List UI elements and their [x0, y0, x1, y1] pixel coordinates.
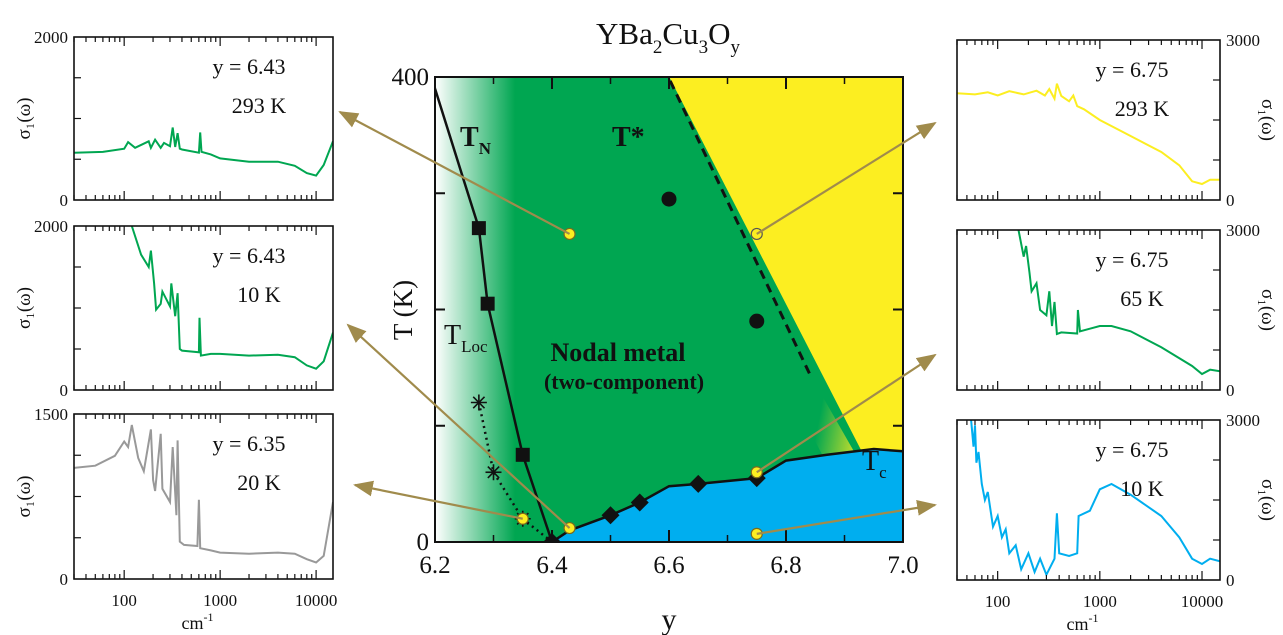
inset-frame: [73, 225, 334, 391]
inset-l2: 0 2000 σ₁(ω) y = 6.43 10 K: [14, 217, 334, 400]
tc-label: Tc: [862, 446, 887, 482]
phase-x-tick-label: 6.2: [419, 552, 450, 579]
inset-temperature-label: 65 K: [1120, 286, 1164, 311]
inset-x-tick-label: 1000: [203, 591, 237, 610]
inset-frame: [956, 419, 1221, 581]
inset-y-tick-label: 0: [1226, 191, 1235, 210]
inset-temperature-label: 293 K: [232, 93, 287, 118]
inset-y-axis-label: σ₁(ω): [14, 475, 35, 517]
tloc-label: TLoc: [444, 320, 488, 356]
tc-marker: [601, 506, 620, 525]
tloc-line: [477, 402, 553, 542]
inset-y-tick-label: 0: [60, 191, 69, 210]
inset-r1: 0 3000 σ₁(ω) y = 6.75 293 K: [956, 31, 1278, 210]
tc-marker: [689, 474, 708, 493]
tstar-marker: [749, 313, 765, 329]
inset-temperature-label: 10 K: [237, 282, 281, 307]
phase-x-axis-label: y: [662, 603, 677, 635]
spectrum-line: [130, 226, 333, 370]
spectrum-line: [1017, 230, 1220, 376]
connector-arrows: [338, 111, 937, 535]
inset-r3: 0 3000 σ₁(ω) y = 6.75 10 K 100 1000 10000 cm-1: [956, 411, 1278, 634]
inset-frame: [956, 39, 1221, 201]
inset-x-axis-label: cm-1: [182, 610, 214, 633]
inset-temperature-label: 293 K: [1115, 96, 1170, 121]
inset-doping-label: y = 6.43: [213, 243, 286, 268]
phase-diagram: 6.2 6.4 6.6 6.8 7.0 0 400 TN T* TLoc Tc Nodal …: [388, 64, 919, 635]
connector-arrow: [338, 111, 571, 235]
inset-y-axis-label: σ₁(ω): [1257, 99, 1278, 141]
connector-arrow: [346, 323, 571, 529]
connector-arrow: [756, 121, 937, 235]
inset-temperature-label: 20 K: [237, 470, 281, 495]
connector-arrow: [353, 480, 523, 520]
phase-x-tick-label: 7.0: [887, 552, 918, 579]
connector-arrow: [756, 353, 937, 474]
inset-x-tick-label: 100: [985, 592, 1011, 611]
inset-doping-label: y = 6.75: [1096, 57, 1169, 82]
tstar-label: T*: [612, 122, 645, 153]
inset-temperature-label: 10 K: [1120, 476, 1164, 501]
phase-y-tick-label: 400: [392, 64, 430, 91]
tstar-marker: [661, 191, 677, 207]
inset-y-axis-label: σ₁(ω): [14, 287, 35, 329]
tn-marker: [515, 447, 530, 462]
inset-y-tick-label: 2000: [34, 217, 68, 236]
inset-x-tick-label: 10000: [1181, 592, 1224, 611]
region-superconducting: [552, 449, 903, 542]
phase-y-axis-label: T (K): [388, 280, 418, 340]
inset-y-tick-label: 3000: [1226, 221, 1260, 240]
inset-x-tick-label: 100: [111, 591, 137, 610]
spectrum-line: [957, 83, 1220, 186]
inset-y-axis-label: σ₁(ω): [14, 97, 35, 139]
inset-y-tick-label: 3000: [1226, 31, 1260, 50]
tloc-marker: [485, 464, 502, 481]
inset-frame: [73, 36, 334, 201]
inset-y-tick-label: 1500: [34, 405, 68, 424]
inset-doping-label: y = 6.43: [213, 54, 286, 79]
inset-doping-label: y = 6.75: [1096, 247, 1169, 272]
inset-y-tick-label: 0: [60, 381, 69, 400]
inset-y-tick-label: 2000: [34, 28, 68, 47]
inset-doping-label: y = 6.35: [213, 431, 286, 456]
chart-title: YBa2Cu3Oy: [596, 16, 740, 58]
tn-marker: [471, 221, 486, 236]
inset-l1: 0 2000 σ₁(ω) y = 6.43 293 K: [14, 28, 334, 210]
inset-y-tick-label: 3000: [1226, 411, 1260, 430]
inset-y-tick-label: 0: [1226, 571, 1235, 590]
region-pseudogap: [669, 77, 903, 532]
nodal-metal-sublabel: (two-component): [544, 369, 704, 394]
spectrum-line: [970, 420, 1220, 578]
tn-label: TN: [460, 122, 492, 158]
inset-x-axis-label: cm-1: [1067, 611, 1099, 634]
tc-marker: [630, 493, 649, 512]
spectrum-line: [74, 127, 333, 177]
spectrum-line: [74, 424, 333, 564]
inset-y-tick-label: 0: [1226, 381, 1235, 400]
inset-frame: [956, 229, 1221, 391]
tloc-marker: [470, 394, 487, 411]
inset-doping-label: y = 6.75: [1096, 437, 1169, 462]
inset-y-axis-label: σ₁(ω): [1257, 479, 1278, 521]
inset-y-tick-label: 0: [60, 570, 69, 589]
phase-y-tick-label: 0: [417, 529, 430, 556]
sample-point: [750, 227, 763, 241]
inset-x-tick-label: 1000: [1083, 592, 1117, 611]
phase-x-tick-label: 6.6: [653, 552, 684, 579]
phase-x-tick-label: 6.4: [536, 552, 568, 579]
inset-r2: 0 3000 σ₁(ω) y = 6.75 65 K: [956, 221, 1278, 400]
inset-y-axis-label: σ₁(ω): [1257, 289, 1278, 331]
connector-arrow: [756, 500, 937, 535]
nodal-metal-label: Nodal metal: [550, 338, 685, 367]
phase-x-tick-label: 6.8: [770, 552, 801, 579]
tn-marker: [480, 296, 495, 311]
inset-l3: 0 1500 σ₁(ω) y = 6.35 20 K 100 1000 10000 cm-1: [14, 405, 337, 633]
inset-x-tick-label: 10000: [295, 591, 338, 610]
